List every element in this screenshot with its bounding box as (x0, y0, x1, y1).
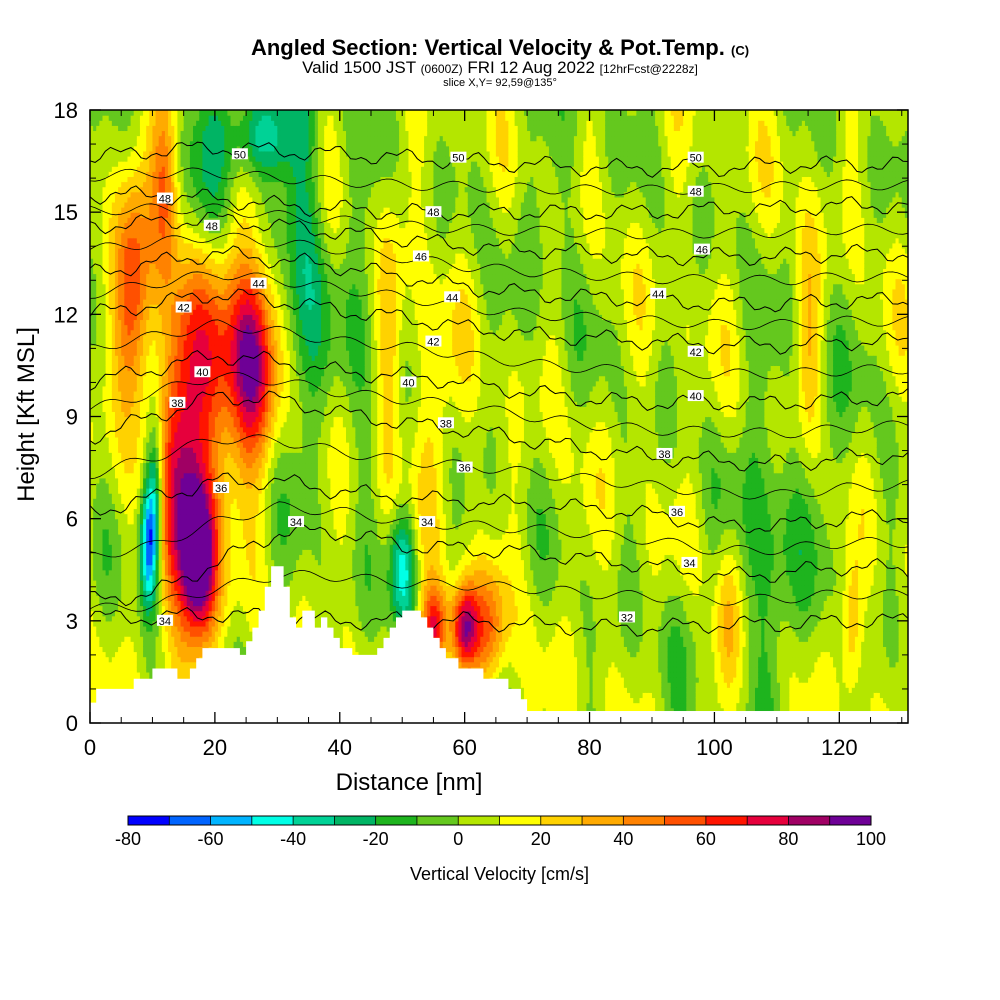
cross-section-chart: 0 20 40 60 80 100 1200369121518Distance [nm]He… (0, 0, 1000, 1000)
